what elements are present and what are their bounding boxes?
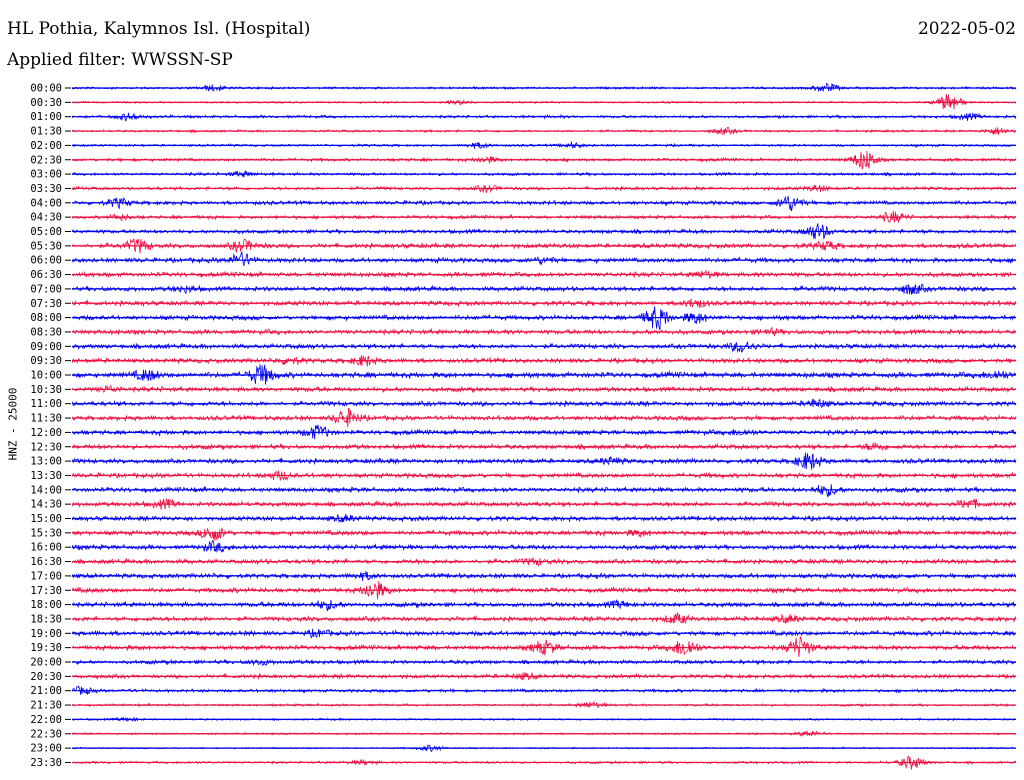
row-time-label: 16:30 <box>30 556 62 568</box>
row-time-label: 16:00 <box>30 542 62 554</box>
trace-row-1530 <box>71 527 1017 541</box>
row-time-label: 02:00 <box>30 140 62 152</box>
row-time-label: 11:30 <box>30 413 62 425</box>
trace-row-1830 <box>71 612 1017 625</box>
trace-row-0400 <box>71 195 1017 212</box>
row-time-label: 23:30 <box>30 757 62 769</box>
date-label: 2022-05-02 <box>917 19 1016 39</box>
row-time-label: 08:00 <box>30 312 62 324</box>
trace-row-1600 <box>71 539 1017 553</box>
row-time-label: 18:30 <box>30 613 62 625</box>
trace-row-1930 <box>71 635 1017 658</box>
row-time-label: 22:30 <box>30 728 62 740</box>
row-time-label: 10:30 <box>30 384 62 396</box>
row-time-label: 19:00 <box>30 628 62 640</box>
trace-row-0530 <box>71 238 1017 254</box>
row-time-label: 05:30 <box>30 240 62 252</box>
row-time-label: 13:30 <box>30 470 62 482</box>
row-time-label: 00:30 <box>30 97 62 109</box>
row-time-label: 21:30 <box>30 700 62 712</box>
trace-row-0800 <box>71 306 1017 331</box>
row-time-label: 12:30 <box>30 441 62 453</box>
row-time-label: 01:30 <box>30 126 62 138</box>
row-time-label: 06:00 <box>30 255 62 267</box>
row-time-label: 10:00 <box>30 370 62 382</box>
trace-row-1400 <box>71 484 1017 498</box>
trace-row-1100 <box>71 397 1017 409</box>
filter-label: Applied filter: WWSSN-SP <box>7 50 233 70</box>
trace-row-0700 <box>71 283 1017 295</box>
row-time-label: 13:00 <box>30 456 62 468</box>
trace-row-0030 <box>71 93 1017 110</box>
row-time-label: 03:30 <box>30 183 62 195</box>
station-title: HL Pothia, Kalymnos Isl. (Hospital) <box>7 19 311 39</box>
row-time-label: 12:00 <box>30 427 62 439</box>
row-time-label: 17:00 <box>30 570 62 582</box>
row-time-label: 04:30 <box>30 212 62 224</box>
row-time-label: 14:00 <box>30 484 62 496</box>
row-time-label: 00:00 <box>30 83 62 95</box>
row-time-label: 01:00 <box>30 111 62 123</box>
row-time-label: 19:30 <box>30 642 62 654</box>
row-time-label: 20:00 <box>30 657 62 669</box>
row-time-label: 22:00 <box>30 714 62 726</box>
row-time-label: 11:00 <box>30 398 62 410</box>
row-time-label: 05:00 <box>30 226 62 238</box>
trace-row-0600 <box>71 250 1017 267</box>
row-time-label: 15:00 <box>30 513 62 525</box>
row-time-label: 14:30 <box>30 499 62 511</box>
row-time-label: 04:00 <box>30 197 62 209</box>
row-time-label: 21:00 <box>30 685 62 697</box>
row-time-label: 02:30 <box>30 154 62 166</box>
row-time-label: 20:30 <box>30 671 62 683</box>
row-time-label: 18:00 <box>30 599 62 611</box>
trace-row-1800 <box>71 599 1017 612</box>
row-time-label: 17:30 <box>30 585 62 597</box>
row-time-label: 06:30 <box>30 269 62 281</box>
row-time-label: 07:30 <box>30 298 62 310</box>
row-time-label: 07:00 <box>30 283 62 295</box>
row-time-label: 15:30 <box>30 527 62 539</box>
row-time-label: 08:30 <box>30 326 62 338</box>
row-time-label: 09:30 <box>30 355 62 367</box>
row-time-label: 03:00 <box>30 169 62 181</box>
row-time-label: 23:00 <box>30 743 62 755</box>
row-time-label: 09:00 <box>30 341 62 353</box>
